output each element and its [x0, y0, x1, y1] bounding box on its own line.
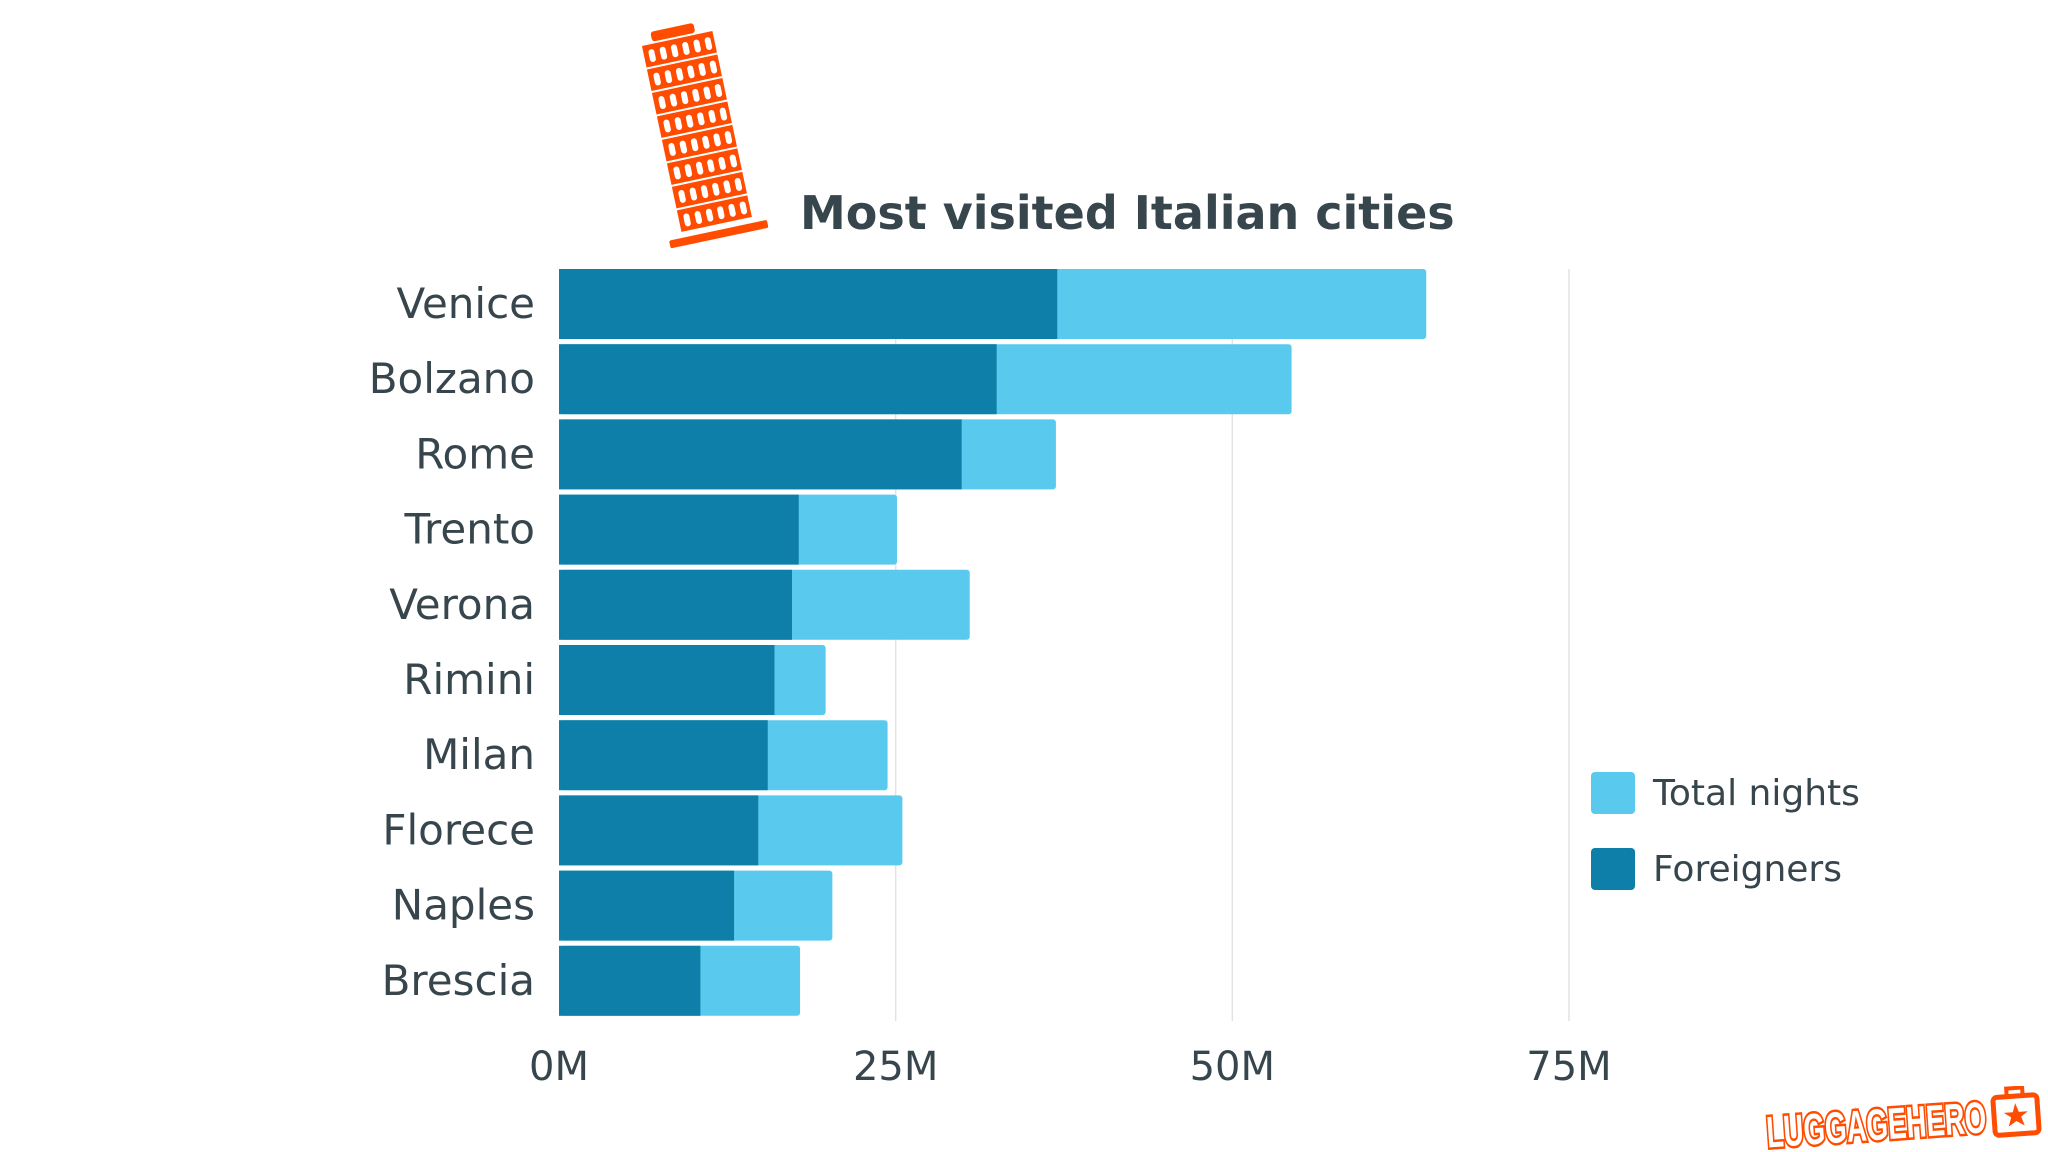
- legend-item-total-nights: Total nights: [1591, 772, 1860, 814]
- y-category-label: Venice: [396, 279, 535, 328]
- legend-label: Foreigners: [1653, 848, 1842, 890]
- y-category-label: Bolzano: [369, 354, 535, 403]
- bar-foreigners: [559, 419, 962, 490]
- y-category-label: Florece: [382, 805, 535, 854]
- chart-title: Most visited Italian cities: [800, 186, 1455, 240]
- y-category-label: Brescia: [382, 956, 535, 1005]
- bar-foreigners: [559, 269, 1058, 339]
- bar-foreigners: [559, 795, 759, 866]
- y-category-label: Verona: [389, 580, 535, 629]
- y-category-label: Milan: [423, 730, 535, 779]
- bar-foreigners: [559, 870, 735, 941]
- bar-foreigners: [559, 494, 799, 565]
- bar-foreigners: [559, 569, 792, 640]
- x-tick-label: 0M: [529, 1044, 589, 1090]
- bar-foreigners: [559, 645, 775, 715]
- bar-foreigners: [559, 945, 701, 1016]
- legend-item-foreigners: Foreigners: [1591, 848, 1842, 890]
- luggage-hero-logo: LUGGAGEHERO: [1762, 1086, 2042, 1152]
- y-category-label: Naples: [392, 881, 535, 930]
- x-tick-label: 50M: [1190, 1044, 1275, 1090]
- legend-swatch-foreigners: [1591, 848, 1635, 890]
- y-category-label: Trento: [404, 505, 535, 554]
- leaning-tower-of-pisa-icon: [641, 23, 769, 249]
- bar-foreigners: [559, 344, 997, 415]
- x-tick-label: 25M: [853, 1044, 938, 1090]
- y-category-label: Rome: [415, 429, 535, 478]
- x-tick-label: 75M: [1526, 1044, 1611, 1090]
- y-category-label: Rimini: [403, 655, 535, 704]
- legend-label: Total nights: [1653, 772, 1860, 814]
- svg-text:LUGGAGEHERO: LUGGAGEHERO: [1765, 1093, 1988, 1152]
- legend-swatch-total-nights: [1591, 772, 1635, 814]
- bar-foreigners: [559, 720, 768, 791]
